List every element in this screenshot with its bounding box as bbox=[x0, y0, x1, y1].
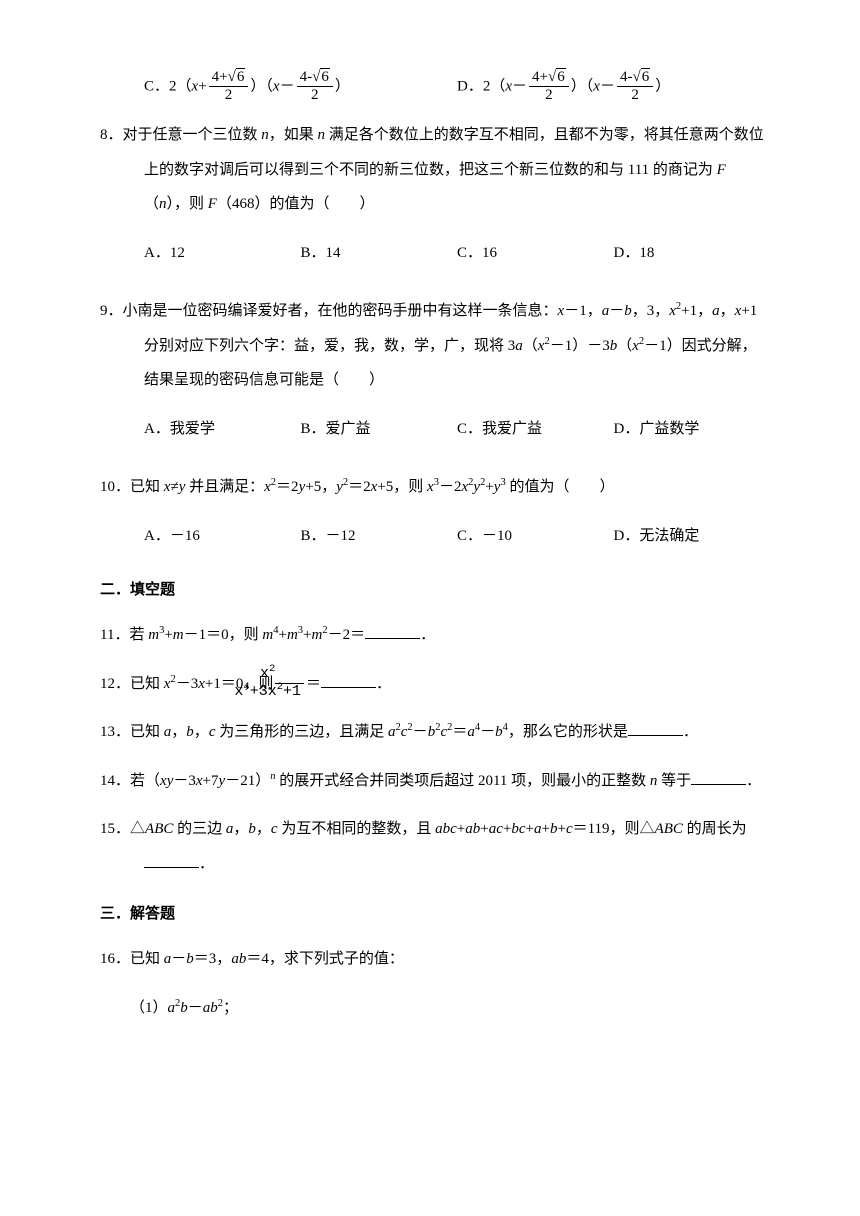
problem-10-option-d: D．无法确定 bbox=[614, 519, 771, 554]
problem-12: 12．已知 x2－3x+1＝0，则x2x4+3x2+1＝． bbox=[100, 667, 770, 702]
problem-9-option-c: C．我爱广益 bbox=[457, 412, 614, 447]
section-3-header: 三．解答题 bbox=[100, 901, 770, 928]
problem-13-text: 13．已知 a，b，c 为三角形的三边，且满足 a2c2－b2c2＝a4－b4，… bbox=[100, 715, 770, 750]
option-c-label: C． bbox=[144, 78, 169, 94]
problem-13: 13．已知 a，b，c 为三角形的三边，且满足 a2c2－b2c2＝a4－b4，… bbox=[100, 715, 770, 750]
option-d-label: D． bbox=[457, 78, 483, 94]
problem-9: 9．小南是一位密码编译爱好者，在他的密码手册中有这样一条信息：x－1，a－b，3… bbox=[100, 294, 770, 446]
section-2-header: 二．填空题 bbox=[100, 577, 770, 604]
problem-8-option-d: D．18 bbox=[614, 236, 771, 271]
problem-11-number: 11． bbox=[100, 627, 129, 643]
problem-8: 8．对于任意一个三位数 n，如果 n 满足各个数位上的数字互不相同，且都不为零，… bbox=[100, 118, 770, 270]
problem-9-option-a: A．我爱学 bbox=[144, 412, 301, 447]
problem-12-number: 12． bbox=[100, 676, 130, 692]
problem-16-sub1: （1）a2b－ab2； bbox=[130, 991, 770, 1026]
option-d: D．2（x－4+62）（x－4-62） bbox=[457, 70, 770, 104]
problem-9-option-b: B．爱广益 bbox=[301, 412, 458, 447]
problem-8-option-c: C．16 bbox=[457, 236, 614, 271]
problem-10-number: 10． bbox=[100, 479, 130, 495]
problem-14-number: 14． bbox=[100, 773, 130, 789]
problem-14: 14．若（xy－3x+7y－21）n 的展开式经合并同类项后超过 2011 项，… bbox=[100, 764, 770, 799]
blank-13 bbox=[628, 720, 683, 736]
problem-9-text: 9．小南是一位密码编译爱好者，在他的密码手册中有这样一条信息：x－1，a－b，3… bbox=[100, 294, 770, 398]
problem-10-option-b: B．－12 bbox=[301, 519, 458, 554]
blank-11 bbox=[365, 623, 420, 639]
blank-15 bbox=[144, 852, 199, 868]
problem-16-text: 16．已知 a－b＝3，ab＝4，求下列式子的值： bbox=[100, 942, 770, 977]
problem-15-text: 15．△ABC 的三边 a，b，c 为互不相同的整数，且 abc+ab+ac+b… bbox=[100, 812, 770, 881]
problem-16: 16．已知 a－b＝3，ab＝4，求下列式子的值： （1）a2b－ab2； bbox=[100, 942, 770, 1025]
problem-14-text: 14．若（xy－3x+7y－21）n 的展开式经合并同类项后超过 2011 项，… bbox=[100, 764, 770, 799]
problem-13-number: 13． bbox=[100, 724, 130, 740]
problem-10-option-a: A．－16 bbox=[144, 519, 301, 554]
problem-8-number: 8． bbox=[100, 127, 123, 143]
problem-12-text: 12．已知 x2－3x+1＝0，则x2x4+3x2+1＝． bbox=[100, 667, 770, 702]
blank-14 bbox=[691, 769, 746, 785]
problem-10-text: 10．已知 x≠y 并且满足：x2＝2y+5，y2＝2x+5，则 x3－2x2y… bbox=[100, 470, 770, 505]
problem-9-number: 9． bbox=[100, 303, 123, 319]
problem-8-option-a: A．12 bbox=[144, 236, 301, 271]
blank-12 bbox=[321, 672, 376, 688]
problem-8-options: A．12 B．14 C．16 D．18 bbox=[144, 236, 770, 271]
problem-10-options: A．－16 B．－12 C．－10 D．无法确定 bbox=[144, 519, 770, 554]
problem-11: 11．若 m3+m－1＝0，则 m4+m3+m2－2＝． bbox=[100, 618, 770, 653]
problem-10-option-c: C．－10 bbox=[457, 519, 614, 554]
problem-10: 10．已知 x≠y 并且满足：x2＝2y+5，y2＝2x+5，则 x3－2x2y… bbox=[100, 470, 770, 553]
problem-9-option-d: D．广益数学 bbox=[614, 412, 771, 447]
problem-16-number: 16． bbox=[100, 951, 130, 967]
options-row-cd: C．2（x+4+62）（x－4-62） D．2（x－4+62）（x－4-62） bbox=[144, 70, 770, 104]
problem-15-number: 15． bbox=[100, 821, 130, 837]
problem-9-options: A．我爱学 B．爱广益 C．我爱广益 D．广益数学 bbox=[144, 412, 770, 447]
problem-8-text: 8．对于任意一个三位数 n，如果 n 满足各个数位上的数字互不相同，且都不为零，… bbox=[100, 118, 770, 222]
problem-15: 15．△ABC 的三边 a，b，c 为互不相同的整数，且 abc+ab+ac+b… bbox=[100, 812, 770, 881]
problem-8-option-b: B．14 bbox=[301, 236, 458, 271]
option-c: C．2（x+4+62）（x－4-62） bbox=[144, 70, 457, 104]
problem-11-text: 11．若 m3+m－1＝0，则 m4+m3+m2－2＝． bbox=[100, 618, 770, 653]
